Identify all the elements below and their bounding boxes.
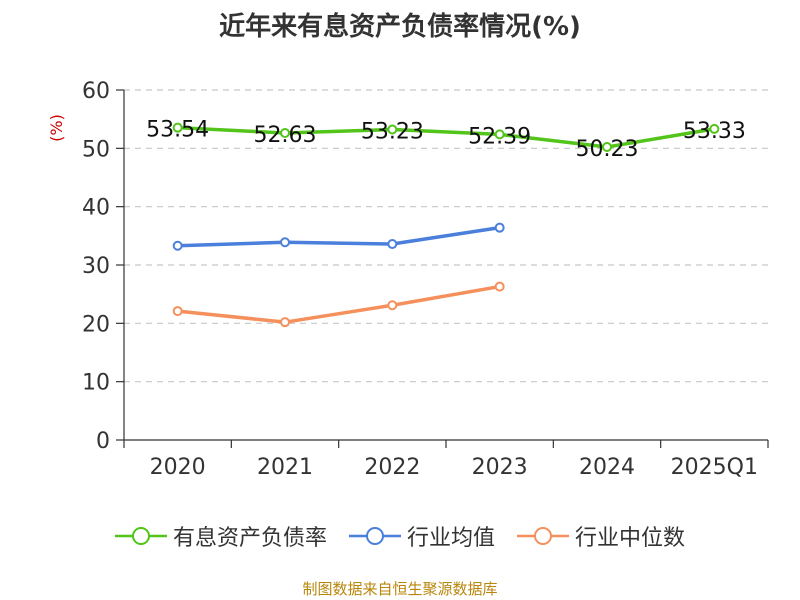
data-point xyxy=(280,237,290,248)
data-point xyxy=(172,240,183,251)
data-point xyxy=(602,141,612,152)
data-point xyxy=(494,222,505,233)
chart-title: 近年来有息资产负债率情况(%) xyxy=(219,12,581,42)
y-tick-label: 30 xyxy=(82,254,110,279)
legend-marker-industry-mean xyxy=(348,527,401,545)
data-label: 53.33 xyxy=(683,119,746,144)
data-point xyxy=(172,306,183,317)
legend-marker-debt-ratio xyxy=(114,527,167,545)
data-label: 50.23 xyxy=(576,137,639,162)
y-tick-label: 60 xyxy=(82,79,110,104)
legend-item-industry-median[interactable]: 行业中位数 xyxy=(517,520,685,552)
data-label: 52.39 xyxy=(468,124,531,149)
data-point xyxy=(387,300,398,311)
series-line xyxy=(177,125,715,149)
data-point xyxy=(172,122,183,133)
x-tick-label: 2024 xyxy=(579,455,635,480)
x-tick-label: 2025Q1 xyxy=(671,455,758,480)
grid-lines xyxy=(124,89,768,383)
series-line xyxy=(177,284,500,324)
legend: 有息资产负债率 行业均值 行业中位数 xyxy=(0,520,800,552)
x-tick-label: 2020 xyxy=(150,455,206,480)
axes: 0 10 20 30 40 50 60 (%) 2020 2021 2022 2023 2024 2025… xyxy=(47,79,769,480)
data-labels: 53.54 52.63 53.23 52.39 50.23 53.33 xyxy=(146,118,746,162)
data-point xyxy=(387,239,398,249)
legend-label-industry-mean: 行业均值 xyxy=(406,526,495,551)
data-label: 53.23 xyxy=(361,119,424,144)
legend-marker-industry-median xyxy=(517,527,569,545)
x-tick-label: 2023 xyxy=(472,455,528,480)
data-label: 53.54 xyxy=(146,118,209,143)
legend-item-debt-ratio[interactable]: 有息资产负债率 xyxy=(114,520,327,552)
series-line xyxy=(177,225,500,248)
data-point xyxy=(494,281,505,292)
y-axis-label: (%) xyxy=(47,114,66,142)
y-tick-label: 10 xyxy=(82,371,110,396)
y-tick-label: 40 xyxy=(82,196,110,221)
series-group xyxy=(172,122,720,328)
data-point xyxy=(387,124,398,135)
y-tick-label: 50 xyxy=(82,137,110,162)
data-point xyxy=(709,123,720,134)
legend-label-debt-ratio: 有息资产负债率 xyxy=(172,526,327,551)
data-point xyxy=(280,127,290,138)
y-tick-label: 0 xyxy=(96,429,110,454)
data-point xyxy=(280,317,290,328)
x-tick-label: 2022 xyxy=(364,455,420,480)
legend-label-industry-median: 行业中位数 xyxy=(575,526,686,551)
data-point xyxy=(494,129,505,140)
x-tick-label: 2021 xyxy=(257,455,313,480)
legend-item-industry-mean[interactable]: 行业均值 xyxy=(348,520,495,552)
source-note: 制图数据来自恒生聚源数据库 xyxy=(302,580,498,598)
y-tick-label: 20 xyxy=(82,312,110,337)
data-label: 52.63 xyxy=(254,123,317,148)
